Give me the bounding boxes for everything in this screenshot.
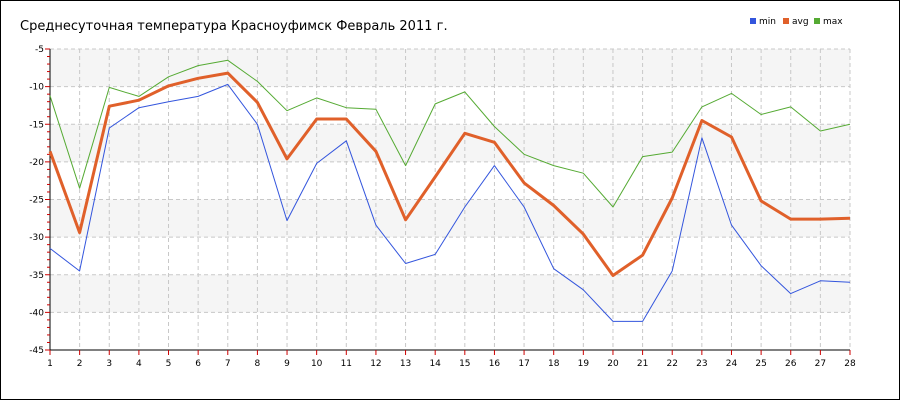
x-tick-label: 15 [459,359,470,369]
x-tick-label: 22 [666,359,677,369]
x-tick-label: 2 [77,359,83,369]
x-tick-label: 1 [47,359,53,369]
background-band [50,274,850,313]
y-tick-label: -35 [29,271,44,281]
x-tick-label: 5 [166,359,172,369]
series-line-avg [48,71,851,277]
y-tick-label: -15 [29,120,44,130]
x-tick-label: 4 [136,359,142,369]
x-tick-label: 6 [195,359,201,369]
series-line-min [49,83,851,322]
x-tick-label: 7 [225,359,231,369]
legend-swatch-min [750,18,756,24]
y-tick-label: -45 [29,346,44,356]
x-tick-label: 12 [370,359,381,369]
x-tick-label: 25 [755,359,766,369]
x-tick-label: 14 [429,359,441,369]
legend-label-max: max [823,17,843,27]
x-tick-label: 13 [400,359,411,369]
x-tick-label: 19 [578,359,590,369]
axes [45,48,851,355]
x-tick-label: 27 [815,359,826,369]
x-tick-labels: 1 2 3 4 5 6 7 8 9 10 11 12 13 14 15 16 17 18 19 20 21 22 23 24 2… [47,359,856,369]
legend: min avg max [750,17,843,27]
legend-swatch-avg [783,18,789,24]
y-tick-label: -5 [35,45,44,55]
x-tick-label: 9 [284,359,290,369]
y-tick-label: -25 [29,196,44,206]
x-tick-label: 3 [106,359,112,369]
x-tick-label: 21 [637,359,648,369]
x-tick-label: 10 [311,359,323,369]
y-tick-label: -10 [29,83,44,93]
chart-title: Среднесуточная температура Красноуфимск … [20,19,448,34]
x-tick-label: 20 [607,359,619,369]
x-tick-label: 28 [844,359,856,369]
plot-background-bands [50,49,850,313]
series-line-max [49,59,851,208]
x-tick-label: 16 [489,359,501,369]
grid-lines [50,48,851,351]
background-band [50,49,850,87]
x-tick-label: 24 [726,359,738,369]
series-lines [48,59,851,322]
legend-label-min: min [759,17,776,27]
y-tick-labels: -5 -10 -15 -20 -25 -30 -35 -40 -45 [29,45,44,356]
x-tick-label: 26 [785,359,797,369]
x-tick-label: 17 [518,359,529,369]
y-tick-label: -20 [29,158,44,168]
x-tick-label: 23 [696,359,707,369]
x-tick-label: 8 [255,359,261,369]
legend-label-avg: avg [792,17,809,27]
x-tick-label: 18 [548,359,560,369]
y-tick-label: -30 [29,233,44,243]
legend-swatch-max [814,18,820,24]
y-tick-label: -40 [29,308,44,318]
x-tick-label: 11 [341,359,352,369]
